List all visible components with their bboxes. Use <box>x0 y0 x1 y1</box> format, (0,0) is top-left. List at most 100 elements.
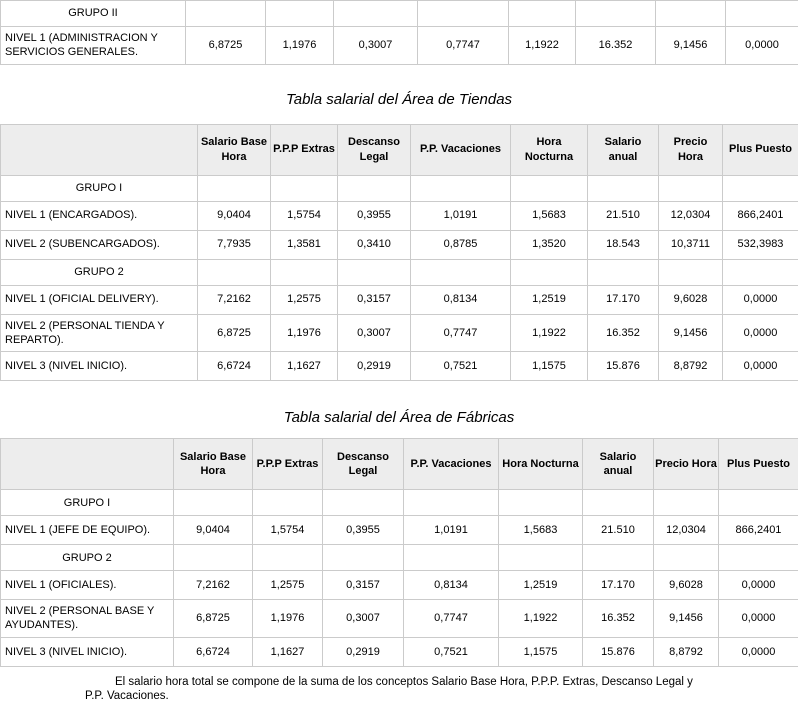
row-label-cell: NIVEL 1 (OFICIALES). <box>1 571 174 600</box>
value-cell: 9,1456 <box>654 600 719 638</box>
empty-cell <box>583 545 654 571</box>
empty-cell <box>723 259 798 285</box>
column-header: Hora Nocturna <box>511 124 588 175</box>
value-cell: 1,1976 <box>253 600 323 638</box>
value-cell: 0,3955 <box>323 516 404 545</box>
empty-cell <box>719 490 798 516</box>
column-header: P.P.P Extras <box>271 124 338 175</box>
column-header: Descanso Legal <box>323 439 404 490</box>
value-cell: 1,1627 <box>271 352 338 381</box>
column-header: Plus Puesto <box>719 439 798 490</box>
empty-cell <box>723 175 798 201</box>
value-cell: 16.352 <box>588 314 659 352</box>
value-cell: 0,7747 <box>404 600 499 638</box>
value-cell: 0,3157 <box>338 285 411 314</box>
value-cell: 12,0304 <box>654 516 719 545</box>
value-cell: 21.510 <box>583 516 654 545</box>
value-cell: 0,0000 <box>719 600 798 638</box>
empty-cell <box>499 545 583 571</box>
value-cell: 0,7521 <box>404 637 499 666</box>
column-header: Salario anual <box>583 439 654 490</box>
value-cell: 0,3157 <box>323 571 404 600</box>
row-label-cell: NIVEL 1 (ADMINISTRACION Y SERVICIOS GENE… <box>1 27 186 65</box>
value-cell: 6,8725 <box>174 600 253 638</box>
value-cell: 1,1922 <box>511 314 588 352</box>
value-cell: 16.352 <box>576 27 656 65</box>
value-cell: 0,7747 <box>411 314 511 352</box>
value-cell: 0,7747 <box>418 27 509 65</box>
column-header: Salario Base Hora <box>198 124 271 175</box>
group-label-cell: GRUPO I <box>1 490 174 516</box>
value-cell: 8,8792 <box>659 352 723 381</box>
value-cell: 0,0000 <box>719 637 798 666</box>
value-cell: 8,8792 <box>654 637 719 666</box>
value-cell: 0,8134 <box>411 285 511 314</box>
empty-cell <box>198 175 271 201</box>
empty-cell <box>654 490 719 516</box>
value-cell: 0,3955 <box>338 201 411 230</box>
value-cell: 1,2575 <box>271 285 338 314</box>
value-cell: 0,3410 <box>338 230 411 259</box>
empty-cell <box>266 1 334 27</box>
group-label-cell: GRUPO 2 <box>1 545 174 571</box>
row-label-cell: NIVEL 2 (PERSONAL BASE Y AYUDANTES). <box>1 600 174 638</box>
row-label-cell: NIVEL 3 (NIVEL INICIO). <box>1 352 198 381</box>
group-row: GRUPO I <box>1 175 798 201</box>
value-cell: 1,1575 <box>499 637 583 666</box>
value-cell: 15.876 <box>588 352 659 381</box>
value-cell: 9,0404 <box>174 516 253 545</box>
value-cell: 0,3007 <box>338 314 411 352</box>
value-cell: 6,6724 <box>174 637 253 666</box>
value-cell: 1,1627 <box>253 637 323 666</box>
value-cell: 1,3520 <box>511 230 588 259</box>
value-cell: 0,0000 <box>723 285 798 314</box>
value-cell: 16.352 <box>583 600 654 638</box>
empty-cell <box>186 1 266 27</box>
empty-cell <box>174 490 253 516</box>
empty-cell <box>323 490 404 516</box>
group-label-cell: GRUPO II <box>1 1 186 27</box>
value-cell: 1,5754 <box>271 201 338 230</box>
value-cell: 866,2401 <box>723 201 798 230</box>
empty-cell <box>253 490 323 516</box>
value-cell: 1,2519 <box>511 285 588 314</box>
value-cell: 18.543 <box>588 230 659 259</box>
empty-cell <box>576 1 656 27</box>
value-cell: 0,2919 <box>338 352 411 381</box>
table-row: NIVEL 2 (PERSONAL BASE Y AYUDANTES).6,87… <box>1 600 798 638</box>
value-cell: 7,7935 <box>198 230 271 259</box>
value-cell: 532,3983 <box>723 230 798 259</box>
empty-cell <box>323 545 404 571</box>
value-cell: 10,3711 <box>659 230 723 259</box>
column-header: P.P.P Extras <box>253 439 323 490</box>
empty-cell <box>404 545 499 571</box>
value-cell: 9,6028 <box>659 285 723 314</box>
value-cell: 0,0000 <box>723 314 798 352</box>
row-label-cell: NIVEL 2 (SUBENCARGADOS). <box>1 230 198 259</box>
value-cell: 1,5754 <box>253 516 323 545</box>
value-cell: 1,2519 <box>499 571 583 600</box>
column-header: Descanso Legal <box>338 124 411 175</box>
value-cell: 7,2162 <box>198 285 271 314</box>
value-cell: 0,2919 <box>323 637 404 666</box>
empty-cell <box>411 175 511 201</box>
salary-composition-footnote: El salario hora total se compone de la s… <box>85 675 713 704</box>
empty-cell <box>583 490 654 516</box>
value-cell: 1,2575 <box>253 571 323 600</box>
value-cell: 0,3007 <box>323 600 404 638</box>
column-header: Precio Hora <box>659 124 723 175</box>
row-label-cell: NIVEL 3 (NIVEL INICIO). <box>1 637 174 666</box>
value-cell: 15.876 <box>583 637 654 666</box>
table-row: NIVEL 1 (ADMINISTRACION Y SERVICIOS GENE… <box>1 27 798 65</box>
value-cell: 0,8785 <box>411 230 511 259</box>
value-cell: 1,0191 <box>411 201 511 230</box>
empty-cell <box>253 545 323 571</box>
